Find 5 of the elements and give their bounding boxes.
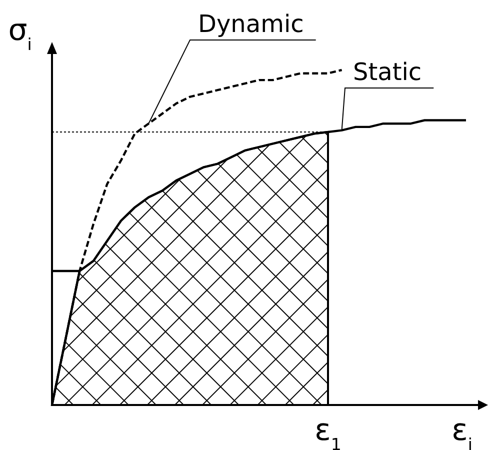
series-label: Dynamic bbox=[198, 10, 304, 38]
text: ε$_{1}$ bbox=[314, 413, 342, 450]
x-axis-title: ε$_{i}$ bbox=[452, 413, 472, 450]
y-axis-title: σ$_{i}$ bbox=[8, 13, 32, 54]
series-label: Static bbox=[353, 58, 422, 86]
